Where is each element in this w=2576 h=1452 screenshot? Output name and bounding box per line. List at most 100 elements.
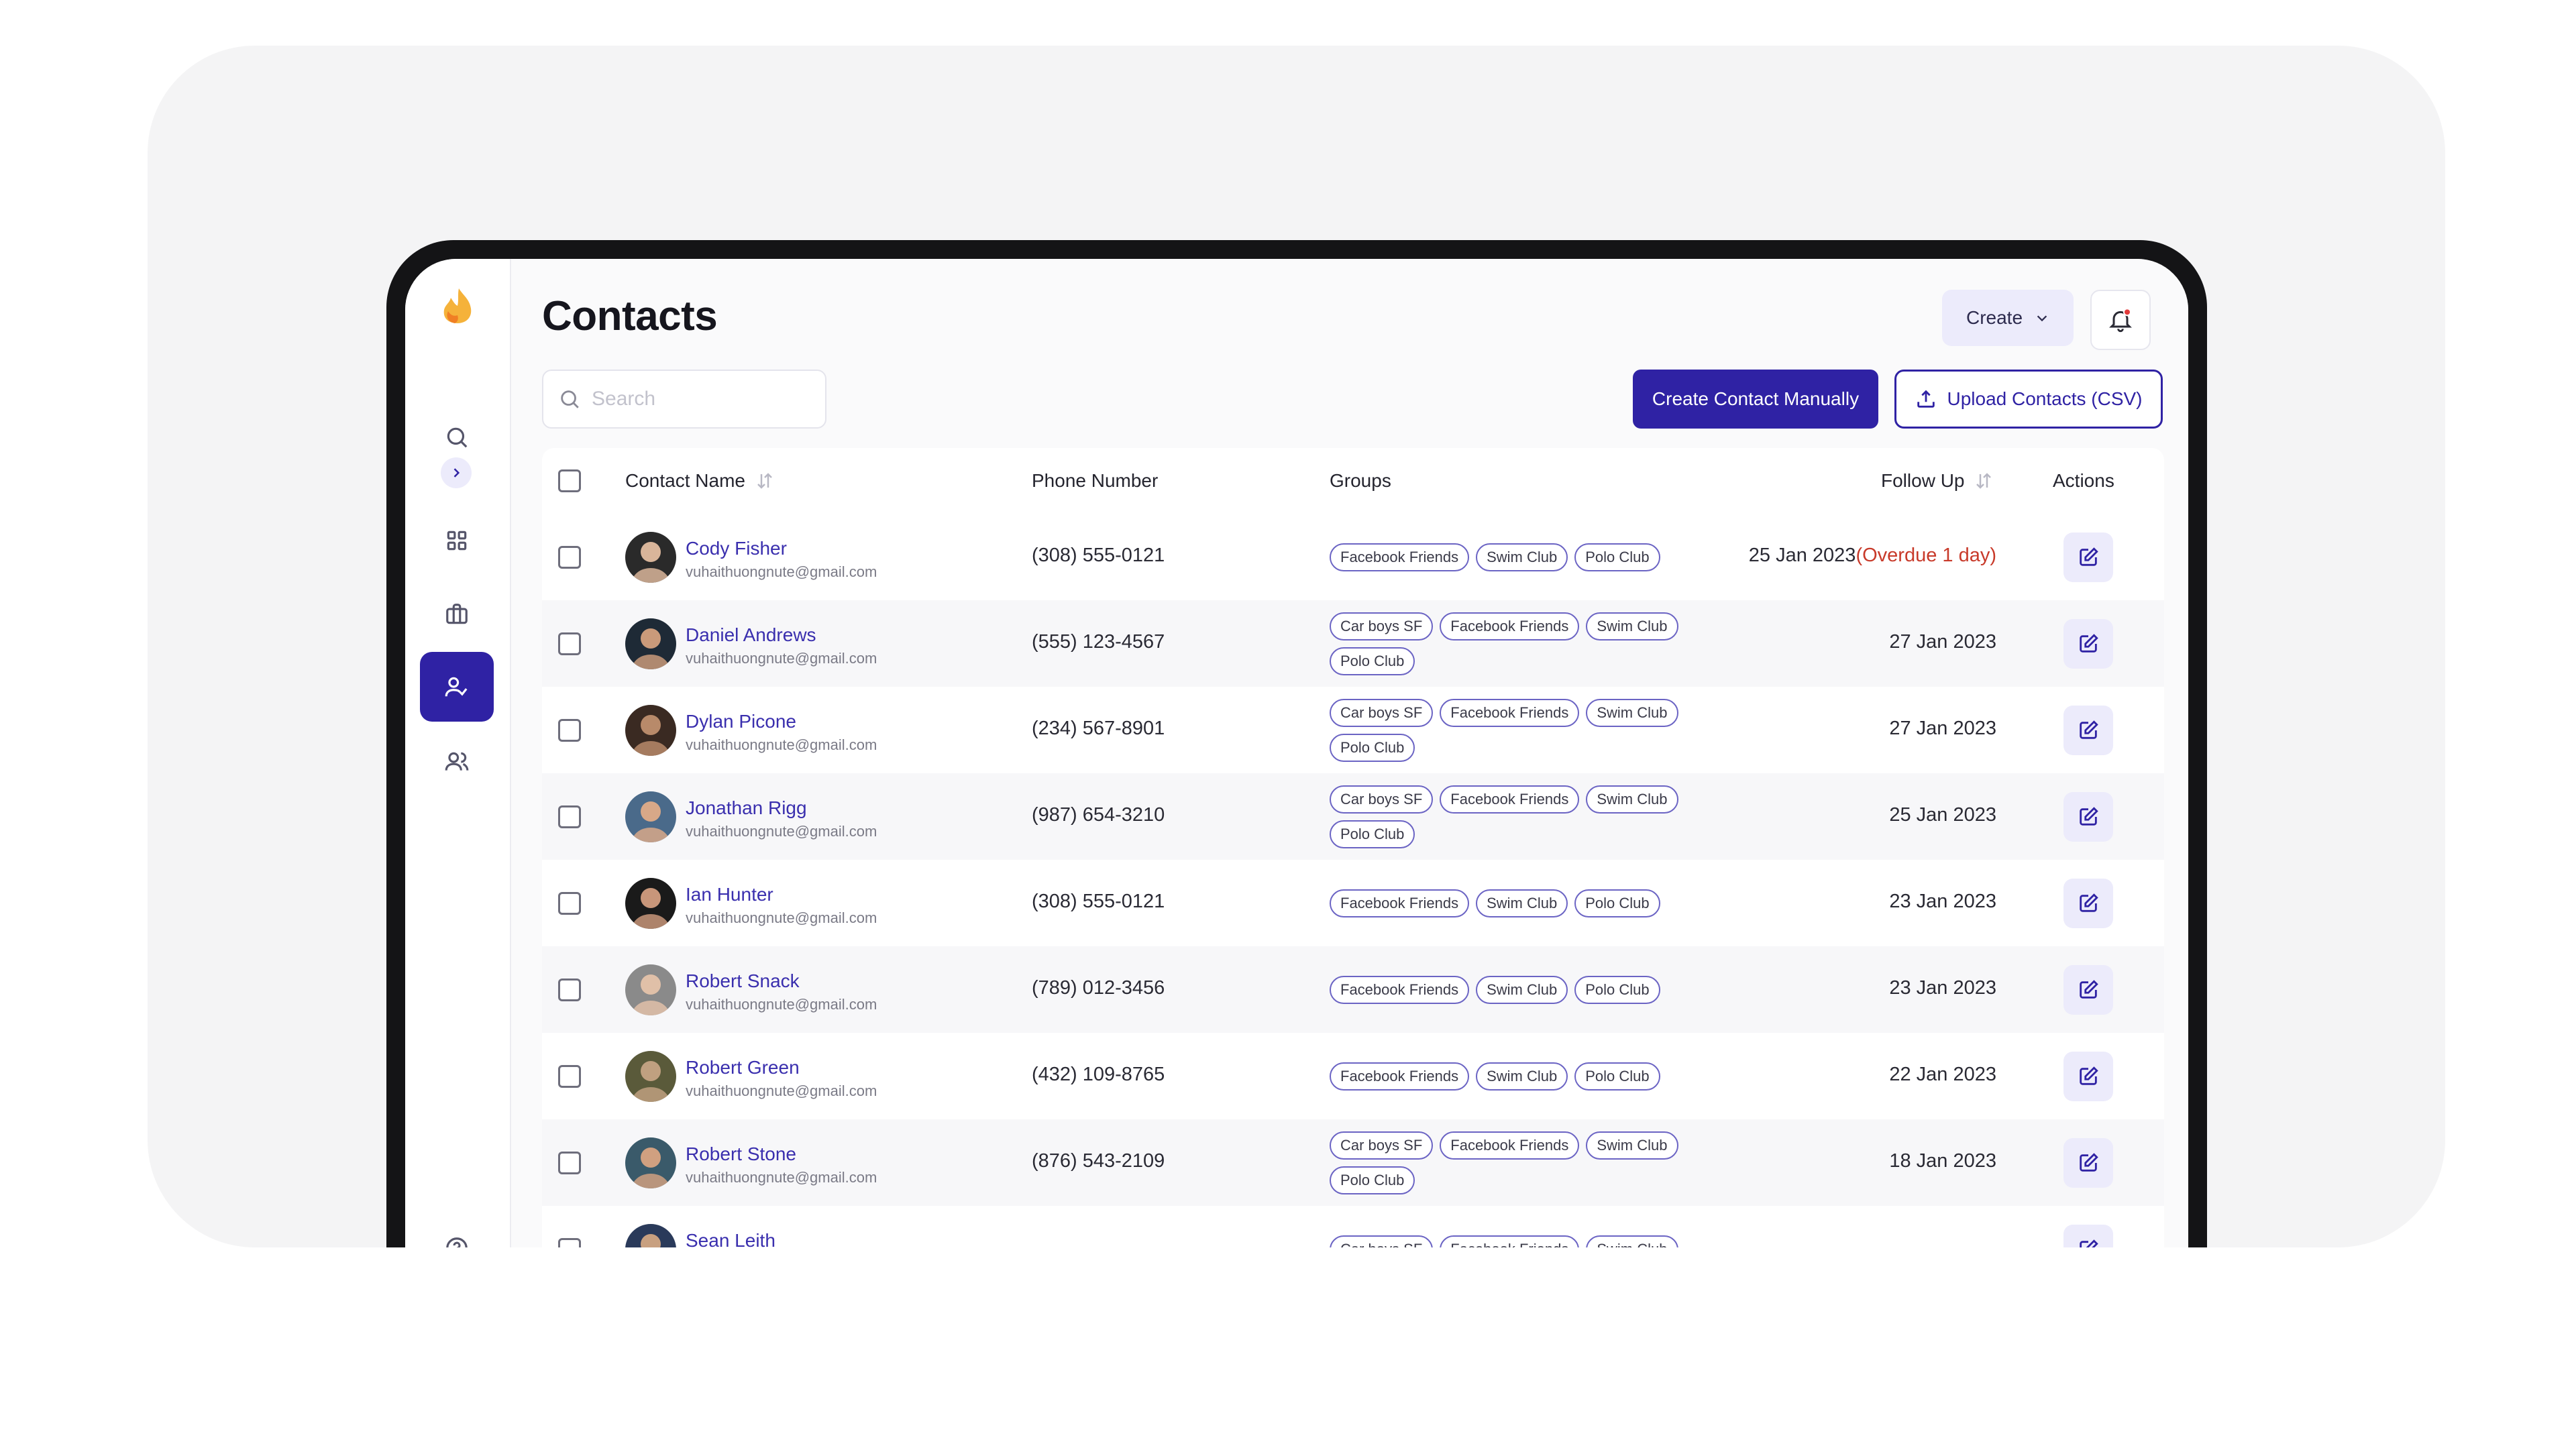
follow-up-date: 25 Jan 2023(Overdue 1 day) xyxy=(1749,545,1996,567)
group-tag[interactable]: Polo Club xyxy=(1574,1062,1660,1091)
row-checkbox[interactable] xyxy=(558,892,581,915)
group-tag[interactable]: Polo Club xyxy=(1574,975,1660,1004)
contact-name-link[interactable]: Daniel Andrews xyxy=(686,624,816,645)
upload-contacts-button[interactable]: Upload Contacts (CSV) xyxy=(1894,370,2163,429)
groups-cell: Facebook Friends Swim Club Polo Club xyxy=(1330,860,1746,946)
group-tag[interactable]: Polo Club xyxy=(1574,889,1660,917)
sidebar-item-deals[interactable] xyxy=(420,581,494,648)
group-tag[interactable]: Swim Club xyxy=(1586,1131,1678,1160)
users-icon xyxy=(445,752,469,771)
row-checkbox[interactable] xyxy=(558,1238,581,1247)
app-screen: Contacts Create Create Contact Manually … xyxy=(405,259,2188,1247)
table-row: Ian Hunter vuhaithuongnute@gmail.com (30… xyxy=(542,860,2164,946)
sidebar-item-contacts[interactable] xyxy=(420,652,494,722)
edit-contact-button[interactable] xyxy=(2063,792,2113,842)
sidebar-item-dashboard[interactable] xyxy=(420,507,494,574)
table-row: Robert Green vuhaithuongnute@gmail.com (… xyxy=(542,1033,2164,1119)
group-tag[interactable]: Polo Club xyxy=(1574,543,1660,571)
table-row: Daniel Andrews vuhaithuongnute@gmail.com… xyxy=(542,600,2164,687)
group-tag[interactable]: Swim Club xyxy=(1476,543,1568,571)
upload-icon xyxy=(1917,390,1935,408)
contact-name-link[interactable]: Robert Snack xyxy=(686,970,800,991)
row-checkbox[interactable] xyxy=(558,719,581,742)
edit-icon xyxy=(2080,634,2098,653)
group-tag[interactable]: Facebook Friends xyxy=(1440,698,1580,727)
create-contact-manually-button[interactable]: Create Contact Manually xyxy=(1633,370,1878,429)
phone-number: (987) 654-3210 xyxy=(1032,804,1165,826)
group-tag[interactable]: Swim Club xyxy=(1586,785,1678,814)
group-tag[interactable]: Swim Club xyxy=(1586,612,1678,640)
table-header: Contact Name Phone Number Groups Follow … xyxy=(542,448,2164,515)
group-tag[interactable]: Polo Club xyxy=(1330,1166,1415,1194)
create-label: Create xyxy=(1966,307,2023,328)
edit-contact-button[interactable] xyxy=(2063,706,2113,755)
sidebar-search[interactable] xyxy=(420,404,494,471)
contact-name-link[interactable]: Robert Stone xyxy=(686,1143,796,1164)
contact-email: vuhaithuongnute@gmail.com xyxy=(686,909,877,926)
group-tag[interactable]: Polo Club xyxy=(1330,647,1415,675)
overdue-label: (Overdue 1 day) xyxy=(1856,545,1996,566)
group-tag[interactable]: Facebook Friends xyxy=(1330,1062,1470,1091)
follow-up-date: 27 Jan 2023 xyxy=(1889,718,1996,740)
group-tag[interactable]: Facebook Friends xyxy=(1330,889,1470,917)
search-field[interactable] xyxy=(542,370,826,429)
edit-contact-button[interactable] xyxy=(2063,1225,2113,1247)
group-tag[interactable]: Car boys SF xyxy=(1330,785,1434,814)
contact-name-link[interactable]: Dylan Picone xyxy=(686,711,796,732)
avatar xyxy=(625,532,676,583)
group-tag[interactable]: Facebook Friends xyxy=(1440,785,1580,814)
table-row: Dylan Picone vuhaithuongnute@gmail.com (… xyxy=(542,687,2164,773)
group-tag[interactable]: Swim Club xyxy=(1476,975,1568,1004)
select-all-checkbox[interactable] xyxy=(558,469,581,492)
group-tag[interactable]: Swim Club xyxy=(1586,1235,1678,1247)
group-tag[interactable]: Polo Club xyxy=(1330,733,1415,762)
edit-contact-button[interactable] xyxy=(2063,1138,2113,1188)
group-tag[interactable]: Facebook Friends xyxy=(1330,975,1470,1004)
group-tag[interactable]: Car boys SF xyxy=(1330,1131,1434,1160)
contact-name-link[interactable]: Sean Leith xyxy=(686,1230,775,1247)
edit-contact-button[interactable] xyxy=(2063,619,2113,669)
group-tag[interactable]: Car boys SF xyxy=(1330,698,1434,727)
contact-name-link[interactable]: Jonathan Rigg xyxy=(686,797,807,818)
group-tag[interactable]: Facebook Friends xyxy=(1440,612,1580,640)
edit-contact-button[interactable] xyxy=(2063,533,2113,582)
group-tag[interactable]: Car boys SF xyxy=(1330,1235,1434,1247)
edit-icon xyxy=(2080,1153,2098,1172)
column-header-groups: Groups xyxy=(1330,470,1391,491)
groups-cell: Facebook Friends Swim Club Polo Club xyxy=(1330,946,1746,1033)
search-input[interactable] xyxy=(590,387,794,411)
notifications-button[interactable] xyxy=(2090,290,2151,350)
sidebar-expand-button[interactable] xyxy=(441,457,472,488)
briefcase-icon xyxy=(446,604,468,624)
group-tag[interactable]: Polo Club xyxy=(1330,820,1415,848)
create-dropdown-button[interactable]: Create xyxy=(1942,290,2074,346)
row-checkbox[interactable] xyxy=(558,632,581,655)
phone-number: (555) 123-4567 xyxy=(1032,631,1165,653)
group-tag[interactable]: Facebook Friends xyxy=(1330,543,1470,571)
row-checkbox[interactable] xyxy=(558,979,581,1001)
sidebar-item-team[interactable] xyxy=(420,728,494,795)
edit-contact-button[interactable] xyxy=(2063,879,2113,928)
row-checkbox[interactable] xyxy=(558,1065,581,1088)
table-row: Cody Fisher vuhaithuongnute@gmail.com (3… xyxy=(542,514,2164,600)
sidebar-help[interactable] xyxy=(420,1215,494,1247)
group-tag[interactable]: Swim Club xyxy=(1586,698,1678,727)
edit-contact-button[interactable] xyxy=(2063,1052,2113,1101)
group-tag[interactable]: Facebook Friends xyxy=(1440,1131,1580,1160)
contact-name-link[interactable]: Ian Hunter xyxy=(686,884,773,905)
group-tag[interactable]: Swim Club xyxy=(1476,1062,1568,1091)
table-row: Robert Stone vuhaithuongnute@gmail.com (… xyxy=(542,1119,2164,1206)
group-tag[interactable]: Swim Club xyxy=(1476,889,1568,917)
column-header-name[interactable]: Contact Name xyxy=(625,448,775,514)
edit-contact-button[interactable] xyxy=(2063,965,2113,1015)
group-tag[interactable]: Car boys SF xyxy=(1330,612,1434,640)
contact-email: vuhaithuongnute@gmail.com xyxy=(686,1082,877,1099)
row-checkbox[interactable] xyxy=(558,546,581,569)
column-header-follow-up[interactable]: Follow Up xyxy=(1881,448,1994,514)
avatar xyxy=(625,791,676,842)
row-checkbox[interactable] xyxy=(558,1152,581,1174)
contact-name-link[interactable]: Cody Fisher xyxy=(686,538,787,559)
group-tag[interactable]: Facebook Friends xyxy=(1440,1235,1580,1247)
contact-name-link[interactable]: Robert Green xyxy=(686,1057,800,1078)
row-checkbox[interactable] xyxy=(558,805,581,828)
